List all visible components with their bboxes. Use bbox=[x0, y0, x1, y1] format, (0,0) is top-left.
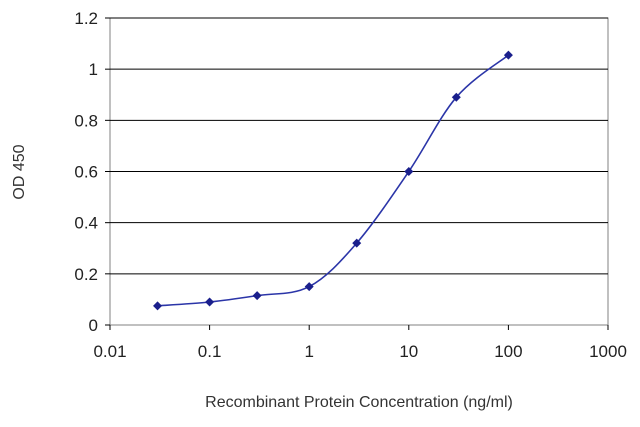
gridlines bbox=[110, 17, 608, 275]
x-tick-label: 100 bbox=[494, 342, 522, 361]
data-points bbox=[153, 50, 513, 311]
data-point-marker bbox=[252, 291, 262, 301]
y-tick-label: 0.4 bbox=[74, 214, 98, 233]
series-curve bbox=[157, 54, 509, 307]
data-point-marker bbox=[352, 238, 362, 248]
x-axis-title: Recombinant Protein Concentration (ng/ml… bbox=[205, 394, 513, 411]
x-tick-label: 0.1 bbox=[198, 342, 222, 361]
data-point-marker bbox=[153, 301, 163, 311]
x-tick-label: 0.01 bbox=[93, 342, 126, 361]
y-tick-label: 0.8 bbox=[74, 111, 98, 130]
x-tick-label: 1 bbox=[304, 342, 313, 361]
y-axis-tick-labels: 0 0.2 0.4 0.6 0.8 1 1.2 bbox=[74, 9, 110, 335]
y-tick-label: 1.2 bbox=[74, 9, 98, 28]
y-tick-label: 1 bbox=[89, 60, 98, 79]
y-tick-label: 0 bbox=[89, 316, 98, 335]
y-tick-label: 0.2 bbox=[74, 265, 98, 284]
data-point-marker bbox=[404, 167, 414, 176]
x-tick-label: 1000 bbox=[589, 342, 627, 361]
data-point-marker bbox=[205, 297, 215, 307]
data-point-marker bbox=[503, 50, 513, 60]
x-axis-tick-labels: 0.01 0.1 1 10 100 1000 bbox=[93, 325, 627, 361]
y-tick-label: 0.6 bbox=[74, 163, 98, 182]
y-axis-title: OD 450 bbox=[11, 144, 28, 199]
data-point-marker bbox=[451, 92, 461, 102]
x-tick-label: 10 bbox=[399, 342, 418, 361]
data-point-marker bbox=[304, 282, 314, 292]
